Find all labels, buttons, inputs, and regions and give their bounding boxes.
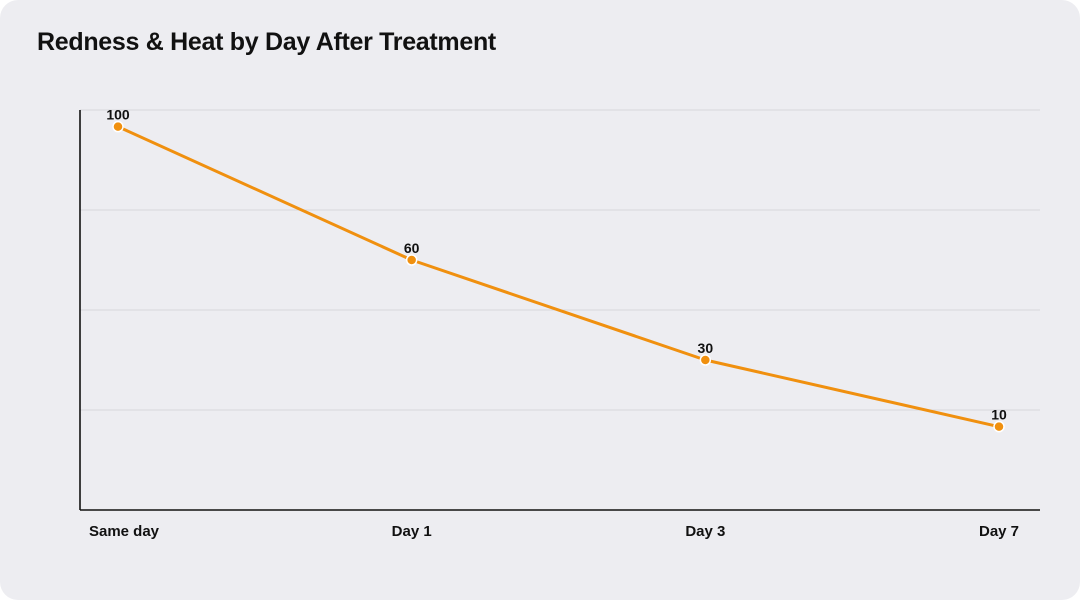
data-label: 30 xyxy=(698,340,714,356)
data-point xyxy=(993,420,1005,433)
chart-title: Redness & Heat by Day After Treatment xyxy=(37,28,496,56)
data-point xyxy=(112,120,124,133)
x-tick-label: Same day xyxy=(89,523,160,540)
series-line xyxy=(116,125,1001,429)
data-point xyxy=(699,354,712,366)
data-point xyxy=(405,254,418,266)
gridlines xyxy=(80,109,1040,411)
data-label: 10 xyxy=(991,407,1007,423)
x-tick-label: Day 1 xyxy=(392,523,432,540)
data-label: 100 xyxy=(106,107,130,123)
axes xyxy=(79,110,1040,511)
x-tick-label: Day 3 xyxy=(685,523,725,540)
labels: 100 60 30 10 Same day Day 1 Day 3 Day 7 xyxy=(89,107,1019,540)
x-tick-label: Day 7 xyxy=(979,523,1019,540)
data-label: 60 xyxy=(404,240,420,256)
series xyxy=(112,120,1005,433)
